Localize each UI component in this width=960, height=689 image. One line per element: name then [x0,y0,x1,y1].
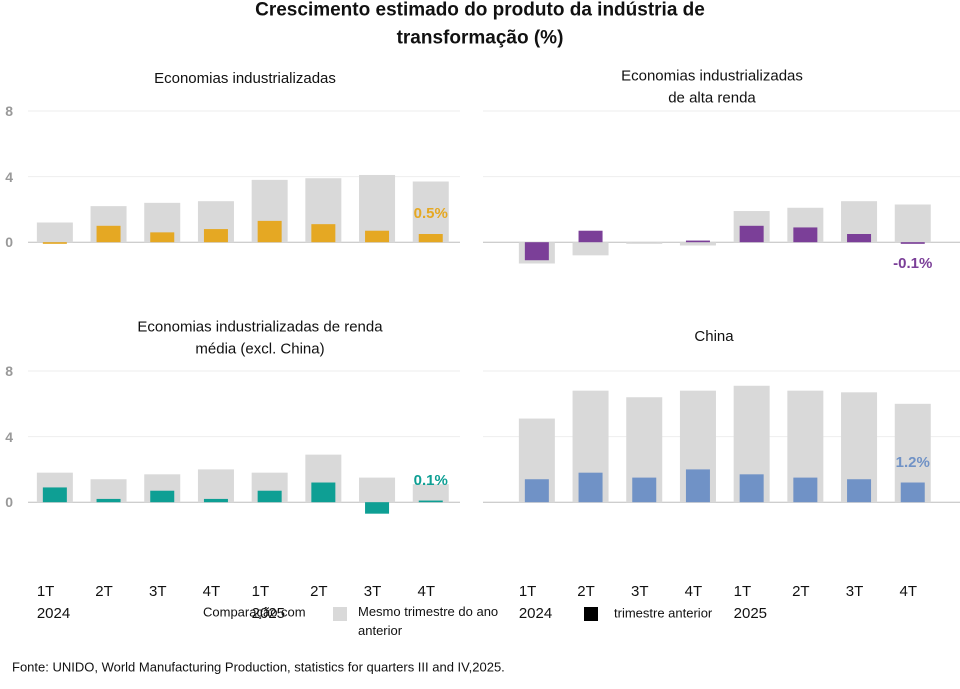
bar-previous-quarter [847,234,872,243]
panel-title: Economias industrializadas de alta renda [621,67,803,106]
x-tick-label: 3T [363,583,382,600]
value-label: 0.5% [413,205,448,223]
bar-previous-quarter [524,479,549,503]
x-tick-label: 2T [577,583,595,600]
bar-same-quarter [894,204,931,243]
bar-previous-quarter [150,232,175,243]
bar-same-quarter [412,181,449,243]
x-tick-label: 4T [202,583,221,600]
bar-previous-quarter [632,477,657,503]
panel-title: Economias industrializadas [154,70,336,88]
bar-previous-quarter [900,482,925,503]
y-tick-label: 8 [5,362,13,379]
bar-same-quarter [626,242,663,244]
bar-previous-quarter [96,225,121,243]
bar-previous-quarter [257,490,282,503]
bar-same-quarter [572,242,609,256]
bar-previous-quarter [793,477,818,503]
bar-previous-quarter [578,472,603,503]
bar-same-quarter [90,479,127,503]
y-tick-label: 0 [5,494,13,511]
x-tick-label: 4T [899,583,918,600]
x-tick-label: 4T [684,583,703,600]
panel-title: China [694,328,734,346]
bar-previous-quarter [365,502,390,514]
bar-same-quarter [359,477,396,503]
legend-swatch [584,607,598,621]
bar-previous-quarter [311,482,336,503]
x-tick-label: 1T 2024 [36,583,71,622]
bar-same-quarter [412,484,449,503]
bar-previous-quarter [847,479,872,503]
legend-title: Comparação com [203,604,306,620]
bar-same-quarter [197,469,234,503]
bar-previous-quarter [150,490,175,503]
bar-previous-quarter [203,498,228,503]
x-tick-label: 1T 2025 [251,583,286,622]
x-tick-label: 3T [630,583,649,600]
legend-label: trimestre anterior [614,605,713,621]
bar-previous-quarter [42,242,67,244]
bar-previous-quarter [311,224,336,243]
value-label: 1.2% [895,453,930,471]
bar-previous-quarter [739,225,764,243]
bar-previous-quarter [203,229,228,243]
bar-previous-quarter [578,230,603,243]
value-label: -0.1% [893,254,933,272]
y-tick-label: 0 [5,234,13,251]
panel-title: Economias industrializadas de renda médi… [137,318,383,357]
bar-previous-quarter [685,469,710,503]
legend-label: Mesmo trimestre do ano anterior [358,604,499,638]
main-title: Crescimento estimado do produto da indús… [255,0,705,48]
x-tick-label: 2T [792,583,810,600]
bar-previous-quarter [418,234,443,243]
bar-previous-quarter [365,230,390,243]
bar-previous-quarter [685,240,710,243]
x-tick-label: 1T 2024 [518,583,553,622]
legend-swatch [333,607,347,621]
bar-previous-quarter [793,227,818,243]
x-tick-label: 2T [95,583,113,600]
bar-previous-quarter [524,242,549,261]
x-tick-label: 2T [310,583,328,600]
value-label: 0.1% [413,471,448,489]
bar-previous-quarter [900,242,925,244]
x-tick-label: 3T [148,583,167,600]
bar-same-quarter [679,242,716,246]
x-tick-label: 4T [417,583,436,600]
bar-same-quarter [36,222,73,243]
bar-previous-quarter [42,487,67,503]
source-note: Fonte: UNIDO, World Manufacturing Produc… [12,659,505,675]
x-tick-label: 3T [845,583,864,600]
y-tick-label: 4 [5,168,13,185]
bar-previous-quarter [96,498,121,503]
bar-previous-quarter [418,500,443,503]
y-tick-label: 8 [5,102,13,119]
y-tick-label: 4 [5,428,13,445]
bar-previous-quarter [257,220,282,243]
bar-previous-quarter [739,474,764,503]
x-tick-label: 1T 2025 [733,583,768,622]
